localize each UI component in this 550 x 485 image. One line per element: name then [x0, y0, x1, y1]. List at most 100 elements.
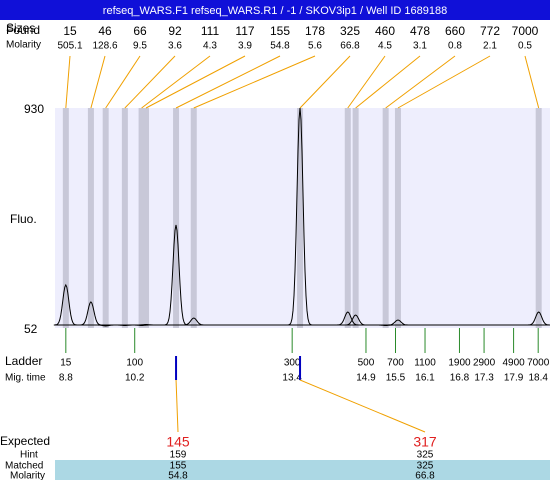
peak-band [535, 108, 542, 328]
y-axis-label: Fluo. [10, 212, 37, 226]
title-bar [0, 0, 550, 20]
ladder-time: 13.4 [282, 373, 302, 384]
peak-size: 7000 [512, 24, 539, 38]
peak-band [138, 108, 145, 328]
ladder-time: 8.8 [59, 373, 73, 384]
peak-molarity: 128.6 [92, 41, 117, 52]
peak-band [173, 108, 180, 328]
peak-link [355, 55, 421, 109]
molarity-label: Molarity [6, 40, 41, 51]
matched-value: 325 [417, 461, 434, 472]
peak-band [394, 108, 401, 328]
ladder-time: 16.8 [450, 373, 470, 384]
peak-link [124, 55, 176, 109]
molarity-value: 54.8 [168, 471, 188, 480]
peak-band [382, 108, 389, 328]
ladder-time: 17.9 [504, 373, 524, 384]
ladder-size: 1900 [448, 358, 471, 369]
peak-size: 66 [133, 24, 147, 38]
peak-link [299, 55, 351, 109]
hint-value: 325 [417, 450, 434, 461]
peak-trace [526, 311, 550, 326]
peak-trace [373, 324, 398, 326]
peak-link [347, 55, 386, 109]
peak-trace [134, 324, 158, 326]
peak-link [175, 55, 281, 109]
hint-value: 159 [170, 450, 187, 461]
peak-link [524, 55, 540, 109]
sizes-label: Sizes [6, 21, 35, 35]
y-tick-label: 930 [24, 102, 44, 116]
ladder-time: 14.9 [356, 373, 376, 384]
peak-trace [335, 311, 360, 326]
ladder-size: 4900 [502, 358, 525, 369]
peak-band [352, 108, 359, 328]
molarity-value: 66.8 [415, 471, 435, 480]
peak-trace [287, 107, 313, 326]
molarity-row-label: Molarity [10, 471, 45, 480]
peak-size: 117 [235, 24, 254, 38]
matched-value: 155 [170, 461, 187, 472]
mig-time-label: Mig. time [5, 373, 46, 384]
peak-band [62, 108, 69, 328]
ladder-size: 100 [126, 358, 143, 369]
peak-band [102, 108, 109, 328]
peak-link [141, 55, 211, 109]
ladder-time: 15.5 [386, 373, 406, 384]
ladder-time: 18.4 [528, 373, 548, 384]
ladder-size: 2900 [473, 358, 496, 369]
ladder-size: 1100 [414, 358, 436, 369]
y-tick-label: 52 [24, 322, 38, 336]
peak-size: 92 [168, 24, 182, 38]
peak-size: 15 [63, 24, 77, 38]
peak-molarity: 3.1 [413, 41, 427, 52]
peak-molarity: 66.8 [340, 41, 360, 52]
peak-molarity: 5.6 [308, 41, 322, 52]
peak-size: 772 [480, 24, 500, 38]
ladder-size: 700 [387, 358, 404, 369]
ladder-size: 500 [358, 358, 375, 369]
peak-size: 660 [445, 24, 465, 38]
peak-band [297, 108, 304, 328]
peak-trace [181, 317, 206, 326]
peak-molarity: 505.1 [57, 41, 82, 52]
match-link [175, 379, 179, 433]
peak-band [121, 108, 128, 328]
peak-size: 325 [340, 24, 360, 38]
peak-link [105, 55, 141, 109]
peak-molarity: 4.5 [378, 41, 392, 52]
peak-link [90, 55, 106, 109]
peak-link [385, 55, 456, 109]
peak-molarity: 4.3 [203, 41, 217, 52]
peak-trace [343, 314, 368, 326]
expected-value: 317 [413, 434, 437, 450]
peak-molarity: 9.5 [133, 41, 147, 52]
peak-size: 111 [201, 24, 220, 38]
ladder-label: Ladder [5, 354, 42, 368]
peak-link [65, 55, 71, 109]
expected-label: Expected [0, 434, 50, 448]
ladder-size: 15 [60, 358, 72, 369]
peak-size: 178 [305, 24, 325, 38]
found-label: Found [6, 23, 40, 37]
peak-band [190, 108, 197, 328]
peak-trace [163, 224, 189, 326]
peak-band [87, 108, 94, 328]
matched-band [55, 460, 550, 480]
peak-link [145, 55, 246, 109]
ladder-time: 17.3 [474, 373, 494, 384]
peak-band [143, 108, 150, 328]
peak-trace [386, 319, 410, 326]
peak-link [397, 55, 491, 109]
matched-label: Matched [5, 461, 43, 472]
peak-size: 478 [410, 24, 430, 38]
hint-label: Hint [20, 450, 38, 461]
peak-molarity: 3.9 [238, 41, 252, 52]
peak-molarity: 0.5 [518, 41, 532, 52]
expected-value: 145 [166, 434, 190, 450]
ladder-size: 300 [284, 358, 301, 369]
peak-size: 46 [98, 24, 112, 38]
peak-molarity: 2.1 [483, 41, 497, 52]
